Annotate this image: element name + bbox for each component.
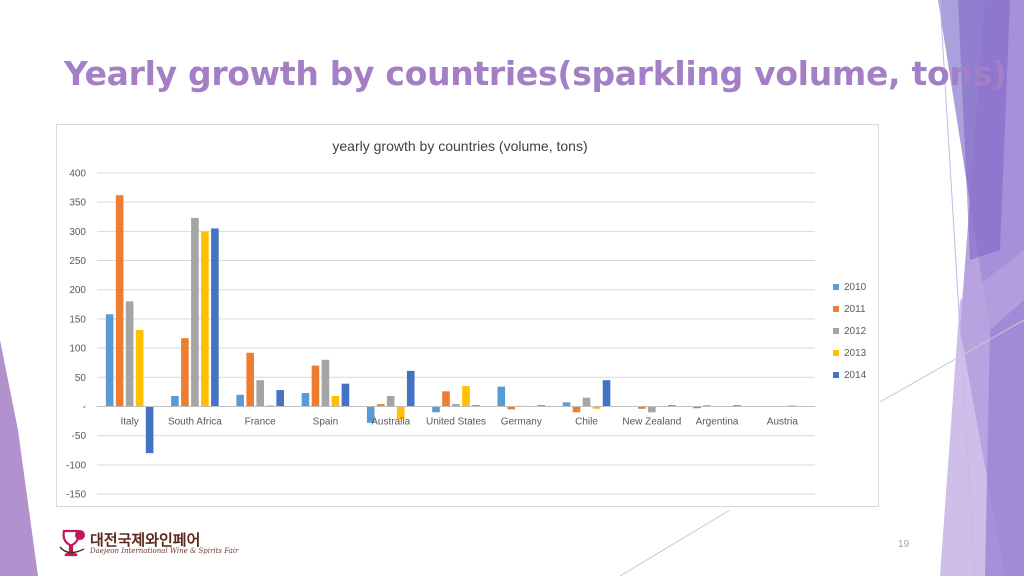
deco-line: [939, 0, 976, 576]
bar: [105, 314, 114, 407]
bar: [321, 359, 330, 407]
bar: [472, 405, 480, 407]
bar: [582, 397, 591, 407]
wine-glass-logo-icon: [59, 529, 85, 557]
y-tick-label: -150: [66, 490, 86, 501]
bar: [507, 406, 516, 410]
bar: [638, 406, 646, 409]
y-tick-label: 250: [69, 256, 86, 267]
bar: [125, 301, 134, 407]
bar: [406, 370, 415, 407]
bar: [537, 405, 546, 407]
category-label: United States: [426, 416, 486, 427]
bar: [331, 395, 340, 407]
legend-swatch: [833, 328, 839, 334]
slide-title: Yearly growth by countries(sparkling vol…: [64, 54, 1007, 93]
page-number: 19: [898, 539, 910, 550]
y-tick-label: 350: [69, 198, 86, 209]
bar: [668, 405, 676, 407]
bar-chart: yearly growth by countries (volume, tons…: [66, 138, 867, 501]
chart-frame: yearly growth by countries (volume, tons…: [56, 124, 879, 507]
legend-swatch: [833, 372, 839, 378]
bar: [115, 195, 124, 407]
bar: [693, 406, 701, 409]
y-tick-label: -50: [72, 431, 87, 442]
category-label: Chile: [575, 416, 598, 427]
y-tick-label: 300: [69, 227, 86, 238]
category-label: Germany: [501, 416, 542, 427]
bar: [452, 404, 460, 407]
bar: [246, 352, 254, 407]
bar: [562, 402, 571, 407]
bar: [311, 365, 320, 407]
legend-label: 2011: [844, 304, 866, 315]
bar: [236, 394, 244, 407]
deco-line: [879, 319, 1024, 403]
legend-swatch: [833, 350, 839, 356]
y-tick-label: -: [83, 402, 86, 413]
legend-label: 2010: [844, 282, 867, 293]
bar: [171, 395, 179, 407]
deco-line: [619, 509, 731, 576]
bar: [376, 404, 385, 407]
legend-label: 2012: [844, 326, 867, 337]
y-tick-label: 50: [75, 373, 87, 384]
category-label: Italy: [120, 416, 138, 427]
bar: [788, 405, 797, 407]
bar: [341, 383, 350, 407]
category-label: Austria: [767, 416, 799, 427]
category-label: New Zealand: [622, 416, 681, 427]
bar: [135, 329, 144, 407]
legend-label: 2014: [844, 370, 867, 381]
y-tick-label: -100: [66, 460, 86, 471]
y-tick-label: 400: [69, 169, 86, 180]
bar: [256, 380, 264, 407]
bar: [733, 405, 741, 407]
category-label: Spain: [313, 416, 339, 427]
bar: [276, 390, 284, 407]
y-tick-label: 200: [69, 285, 86, 296]
bar: [572, 406, 581, 413]
bar: [191, 217, 199, 407]
bar: [592, 406, 601, 409]
bar: [648, 406, 656, 413]
logo: 대전국제와인페어 Daejeon International Wine & Sp…: [58, 527, 238, 561]
category-label: France: [245, 416, 277, 427]
bar: [145, 406, 154, 454]
bar: [201, 231, 209, 407]
bar: [462, 386, 470, 407]
bar: [396, 406, 405, 420]
logo-english-text: Daejeon International Wine & Spirits Fai…: [90, 547, 239, 555]
bar: [497, 386, 506, 407]
y-tick-label: 150: [69, 314, 86, 325]
category-label: South Africa: [168, 416, 222, 427]
bar: [432, 406, 440, 413]
bar: [301, 393, 310, 407]
bar: [366, 406, 375, 423]
legend-swatch: [833, 306, 839, 312]
bar: [386, 395, 395, 407]
category-label: Argentina: [696, 416, 739, 427]
bar: [602, 380, 611, 407]
deco-facet: [0, 340, 38, 576]
bar: [442, 391, 450, 407]
bar: [181, 338, 189, 407]
bar: [211, 228, 219, 407]
bar: [266, 405, 274, 407]
logo-korean-text: 대전국제와인페어: [90, 531, 201, 549]
y-tick-label: 100: [69, 344, 86, 355]
legend-swatch: [833, 284, 839, 290]
chart-title: yearly growth by countries (volume, tons…: [332, 138, 587, 154]
deco-facet: [985, 300, 1024, 576]
bar: [703, 405, 711, 407]
deco-facet: [958, 0, 1010, 260]
category-label: Australia: [371, 416, 410, 427]
legend-label: 2013: [844, 348, 867, 359]
